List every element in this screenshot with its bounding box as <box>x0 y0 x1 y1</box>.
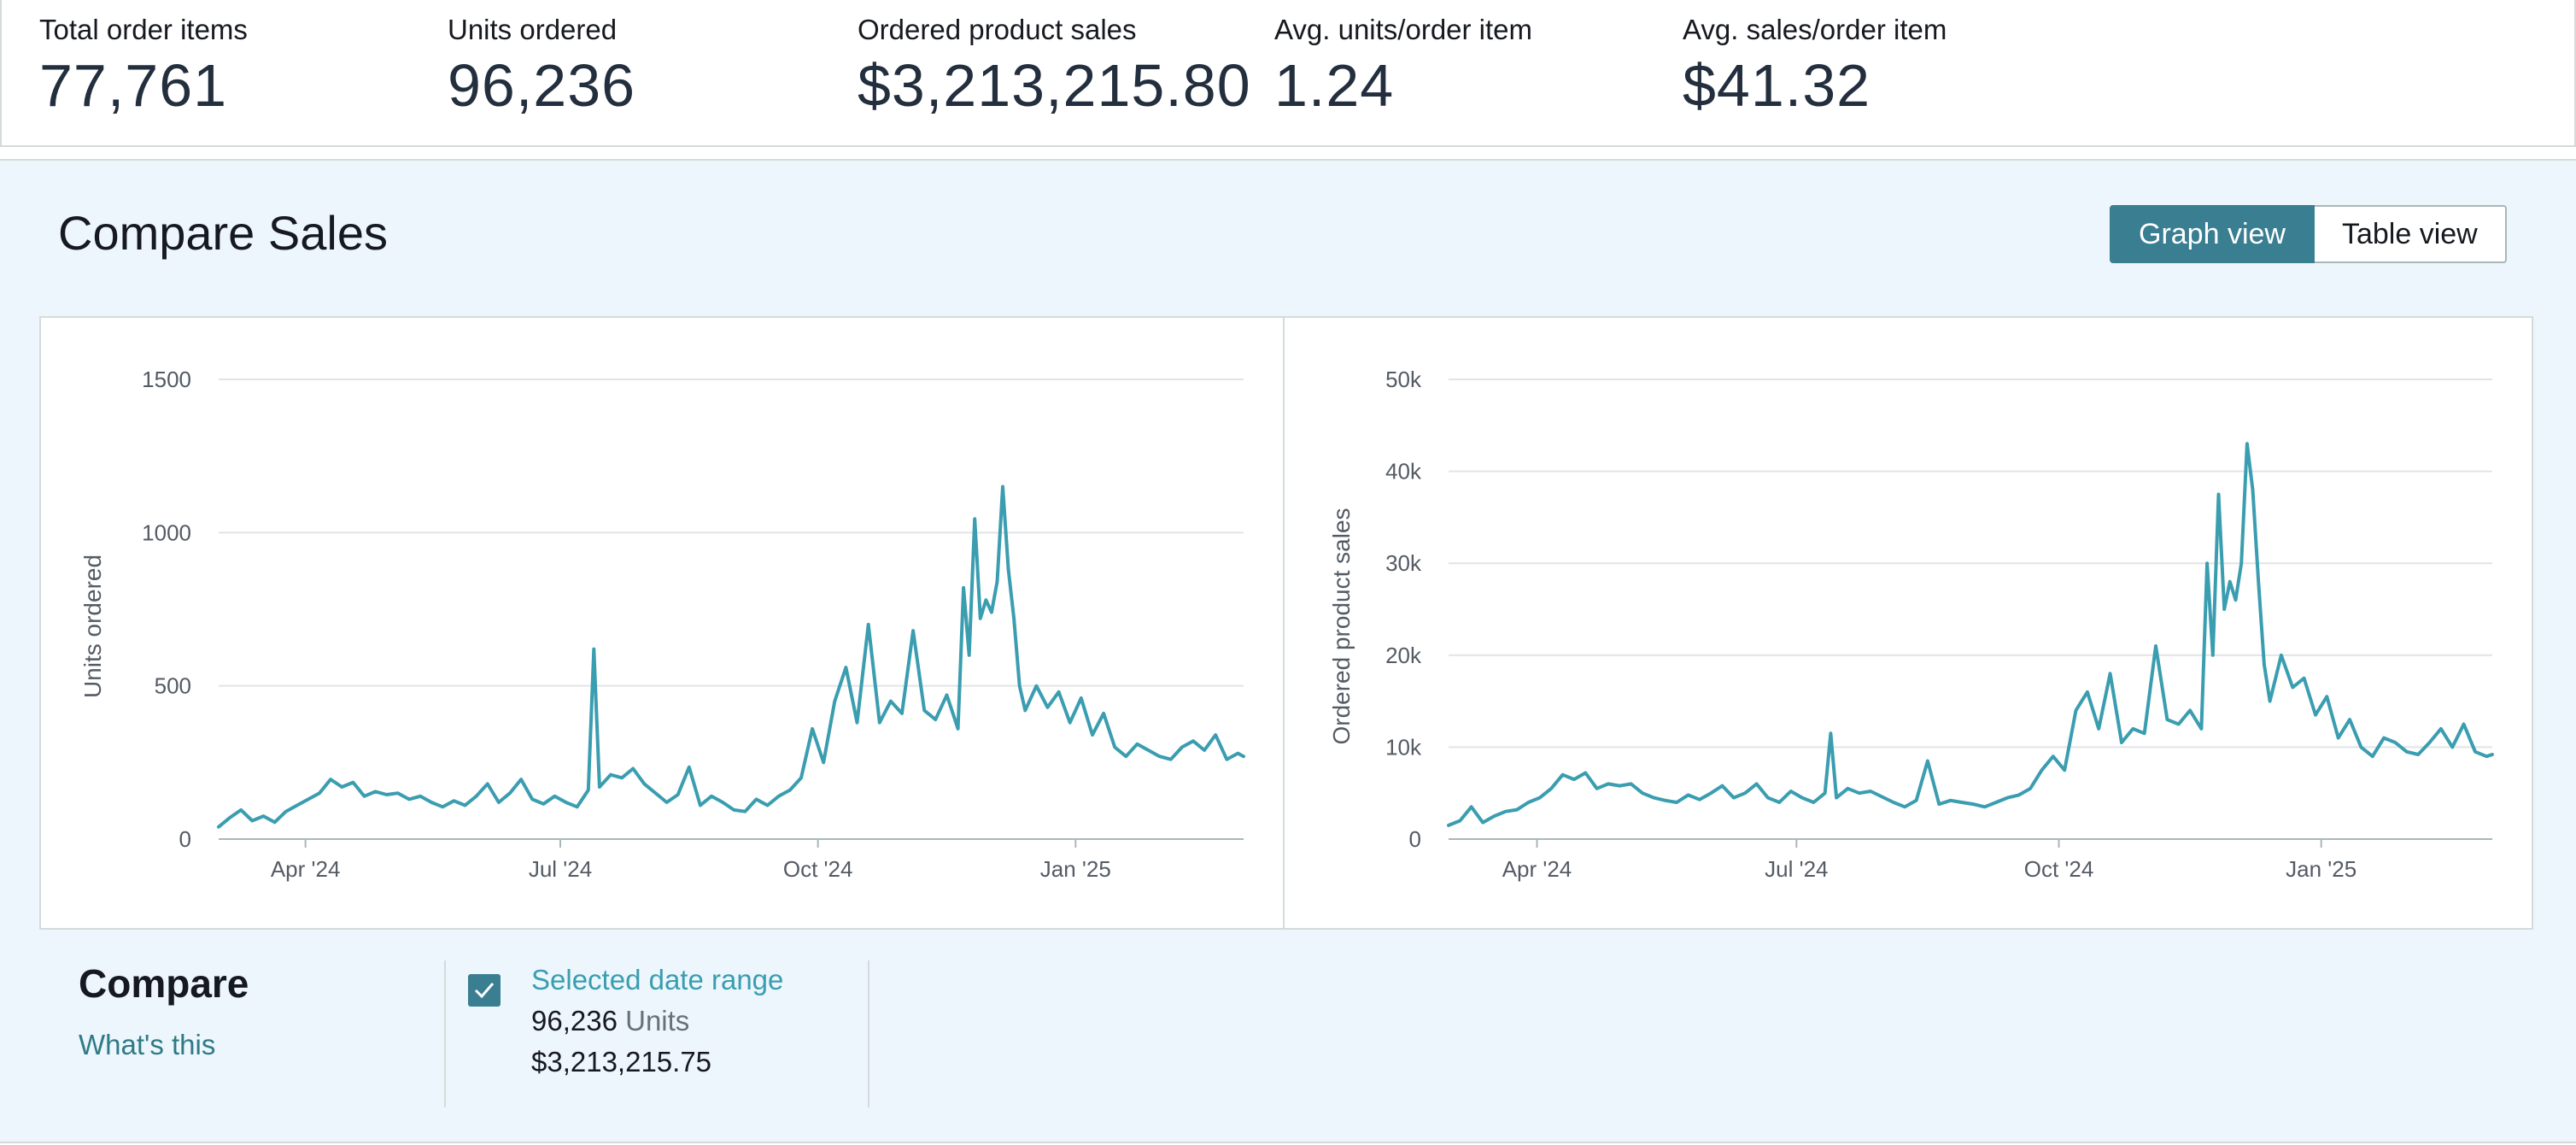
metric-value: $41.32 <box>1683 52 1871 119</box>
compare-divider <box>444 960 446 1107</box>
metric-label: Total order items <box>39 14 248 45</box>
units-label: Units <box>625 1005 690 1036</box>
metric-value: 77,761 <box>39 52 228 119</box>
x-tick-label: Jul '24 <box>529 856 592 882</box>
table-view-button[interactable]: Table view <box>2314 205 2507 263</box>
y-tick-label: 0 <box>1409 826 1421 852</box>
metric-avg-units-per-order-item: Avg. units/order item 1.24 <box>1274 14 1532 120</box>
compare-divider <box>868 960 869 1107</box>
y-tick-label: 50k <box>1385 367 1422 392</box>
metrics-strip: Total order items 77,761 Units ordered 9… <box>0 0 2576 147</box>
metric-total-order-items: Total order items 77,761 <box>39 14 248 120</box>
compare-title: Compare <box>79 961 249 1006</box>
x-tick-label: Oct '24 <box>2024 856 2094 882</box>
metric-label: Units ordered <box>448 14 618 45</box>
selected-range-sales: $3,213,215.75 <box>531 1046 712 1077</box>
metric-value: 96,236 <box>448 52 636 119</box>
y-tick-label: 1500 <box>142 367 191 392</box>
whats-this-link[interactable]: What's this <box>79 1029 216 1060</box>
units-ordered-chart-card: 0 500 1000 1500 Apr '24 Jul '24 Oct '24 Jan '25… <box>39 316 1285 930</box>
y-tick-label: 0 <box>179 826 191 852</box>
ordered-product-sales-chart: 0 10k 20k 30k 40k 50k Apr '24 Jul '24 Oct '24 Jan… <box>1328 367 2494 882</box>
x-tick-label: Jan '25 <box>2286 856 2356 882</box>
metric-label: Avg. sales/order item <box>1683 14 1947 45</box>
metric-units-ordered: Units ordered 96,236 <box>448 14 635 120</box>
x-tick-label: Apr '24 <box>271 856 341 882</box>
series-line <box>217 484 1245 829</box>
x-tick-label: Jul '24 <box>1765 856 1828 882</box>
metric-ordered-product-sales: Ordered product sales $3,213,215.80 <box>858 14 1251 120</box>
metric-label: Ordered product sales <box>858 14 1137 45</box>
y-tick-label: 500 <box>155 673 191 699</box>
x-tick-label: Jan '25 <box>1040 856 1111 882</box>
y-tick-label: 30k <box>1385 550 1422 576</box>
y-tick-label: 1000 <box>142 520 191 545</box>
y-tick-label: 40k <box>1385 459 1422 484</box>
selected-date-range-label[interactable]: Selected date range <box>531 964 784 995</box>
compare-sales-panel: Compare Sales Graph view Table view 0 500… <box>0 159 2576 1143</box>
selected-range-checkbox[interactable] <box>468 974 501 1007</box>
metric-label: Avg. units/order item <box>1274 14 1533 45</box>
x-tick-label: Oct '24 <box>783 856 853 882</box>
y-tick-label: 10k <box>1385 734 1422 760</box>
graph-view-button[interactable]: Graph view <box>2110 205 2315 263</box>
checkmark-icon <box>474 983 495 999</box>
x-tick-label: Apr '24 <box>1502 856 1572 882</box>
metric-avg-sales-per-order-item: Avg. sales/order item $41.32 <box>1683 14 1947 120</box>
units-ordered-chart: 0 500 1000 1500 Apr '24 Jul '24 Oct '24 Jan '25… <box>79 367 1245 882</box>
ordered-product-sales-chart-card: 0 10k 20k 30k 40k 50k Apr '24 Jul '24 Oct '24 Jan… <box>1283 316 2533 930</box>
metric-value: 1.24 <box>1274 52 1395 119</box>
panel-title: Compare Sales <box>58 206 388 260</box>
view-toggle: Graph view Table view <box>2110 205 2507 263</box>
y-axis-title: Units ordered <box>79 555 106 698</box>
y-axis-title: Ordered product sales <box>1328 508 1355 744</box>
metric-value: $3,213,215.80 <box>858 52 1251 119</box>
series-line <box>1447 442 2494 827</box>
selected-range-units: 96,236 Units <box>531 1005 689 1037</box>
y-tick-label: 20k <box>1385 643 1422 668</box>
units-value: 96,236 <box>531 1005 618 1036</box>
